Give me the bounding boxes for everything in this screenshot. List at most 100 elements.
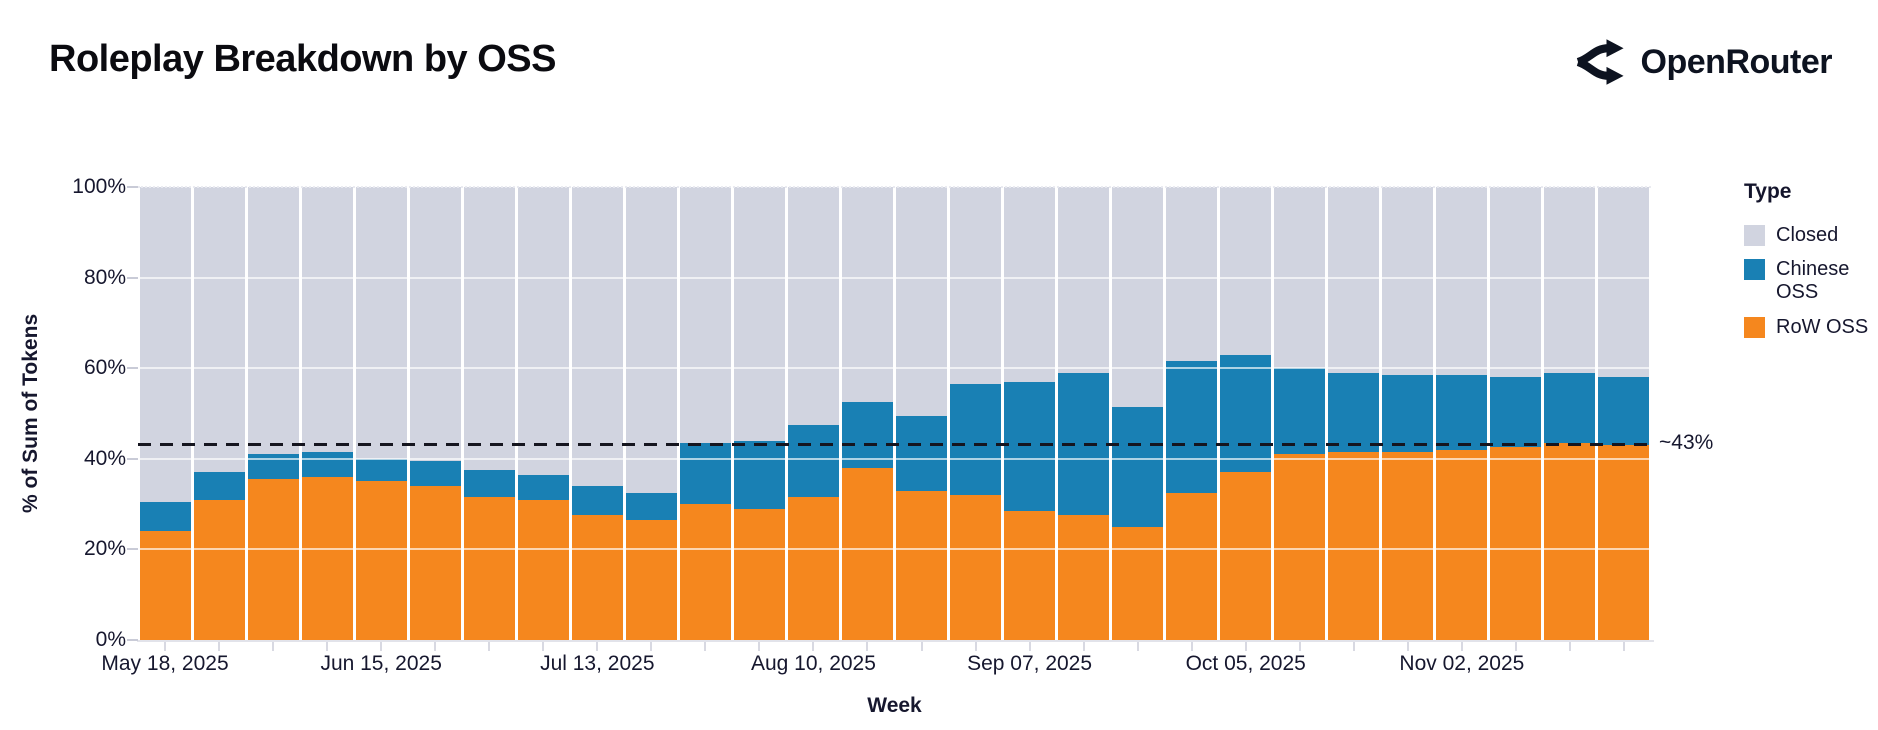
bar-segment-row-oss [1220, 472, 1272, 640]
y-tick-label: 80% [83, 265, 126, 289]
x-tick-label: May 18, 2025 [101, 652, 229, 675]
x-axis-line [137, 640, 1654, 642]
openrouter-logo-icon [1576, 39, 1624, 85]
bar-week [894, 187, 948, 640]
bar-segment-row-oss [841, 467, 893, 640]
bar-week [1003, 187, 1057, 640]
bar-segment-chinese-oss [355, 458, 407, 482]
y-tickmark-60 [127, 367, 138, 370]
x-tickmark [272, 642, 275, 651]
bar-segment-chinese-oss [1598, 377, 1650, 446]
bar-segment-row-oss [247, 479, 299, 640]
bar-segment-chinese-oss [517, 474, 569, 500]
bar-week [1165, 187, 1219, 640]
bar-segment-row-oss [355, 481, 407, 640]
bar-week [1435, 187, 1489, 640]
bar-week [354, 187, 408, 640]
x-tickmark [1244, 642, 1247, 651]
x-tickmark [1622, 642, 1625, 651]
plot-area [127, 186, 1651, 641]
x-tickmark [1298, 642, 1301, 651]
x-tick-label: Oct 05, 2025 [1185, 652, 1306, 675]
bar-segment-closed [355, 187, 407, 459]
bar-week [516, 187, 570, 640]
bar-segment-row-oss [625, 519, 677, 640]
bar-segment-closed [841, 187, 893, 403]
bar-segment-closed [787, 187, 839, 425]
bar-segment-closed [895, 187, 947, 416]
brand-name: OpenRouter [1640, 42, 1833, 81]
bar-segment-chinese-oss [1004, 381, 1056, 511]
bar-week [732, 187, 786, 640]
legend-title: Type [1744, 180, 1792, 203]
x-tickmark [1190, 642, 1193, 651]
x-tickmark [758, 642, 761, 651]
legend-item-closed: Closed [1744, 224, 1874, 247]
reference-line [138, 443, 1651, 447]
bar-week [138, 187, 192, 640]
bar-segment-closed [1436, 187, 1488, 376]
bar-segment-chinese-oss [1544, 372, 1596, 443]
bar-segment-row-oss [1112, 526, 1164, 640]
x-tickmark [1568, 642, 1571, 651]
bar-segment-chinese-oss [301, 452, 353, 477]
x-tickmark [704, 642, 707, 651]
bar-segment-closed [139, 187, 191, 502]
bar-segment-chinese-oss [193, 472, 245, 500]
bar-segment-chinese-oss [733, 440, 785, 509]
legend-item-chinese-oss: Chinese OSS [1744, 258, 1874, 304]
x-tickmark [1406, 642, 1409, 651]
y-tickmark-0 [127, 639, 138, 641]
legend-label: RoW OSS [1776, 315, 1869, 338]
x-tick-label: Aug 10, 2025 [750, 652, 876, 675]
bar-segment-chinese-oss [949, 384, 1001, 496]
bar-week [1489, 187, 1543, 640]
bar-segment-closed [1490, 187, 1542, 378]
x-tickmark [542, 642, 545, 651]
y-tick-label: 100% [72, 175, 126, 198]
bar-segment-row-oss [1598, 445, 1650, 640]
x-tickmark [434, 642, 437, 651]
gridline-40 [138, 457, 1651, 460]
bar-week [678, 187, 732, 640]
bar-segment-closed [625, 187, 677, 493]
bar-segment-chinese-oss [679, 442, 731, 505]
bar-segment-closed [1544, 187, 1596, 373]
bar-week [570, 187, 624, 640]
legend-label: Closed [1776, 224, 1839, 246]
bar-segment-closed [1328, 187, 1380, 373]
bar-week [840, 187, 894, 640]
x-tickmark [326, 642, 329, 651]
bar-segment-closed [1220, 187, 1272, 355]
bar-week [246, 187, 300, 640]
y-tickmark-40 [127, 457, 138, 460]
y-tick-label: 20% [83, 537, 126, 561]
y-tick-label: 40% [83, 446, 126, 470]
bar-segment-chinese-oss [1166, 361, 1218, 493]
bar-segment-chinese-oss [463, 470, 515, 498]
x-tickmark [164, 642, 167, 651]
bar-segment-chinese-oss [625, 492, 677, 520]
y-axis-labels: 0% 20% 40% 60% 80% 100% [0, 175, 126, 651]
bar-segment-row-oss [1328, 452, 1380, 640]
x-tickmark [920, 642, 923, 651]
bar-week [408, 187, 462, 640]
y-tickmark-100 [127, 186, 138, 188]
plot-top-gridline [138, 186, 1651, 188]
bar-segment-chinese-oss [1490, 377, 1542, 448]
bar-week [300, 187, 354, 640]
x-tick-label: Nov 02, 2025 [1399, 652, 1525, 675]
legend: Type Closed Chinese OSS RoW OSS [1744, 180, 1874, 350]
bar-segment-row-oss [1544, 442, 1596, 640]
bar-week [1381, 187, 1435, 640]
bar-segment-closed [949, 187, 1001, 385]
legend-label: Chinese OSS [1776, 258, 1850, 304]
bar-segment-closed [193, 187, 245, 473]
y-tickmark-20 [127, 548, 138, 551]
bar-segment-row-oss [301, 476, 353, 640]
page-title: Roleplay Breakdown by OSS [49, 38, 556, 80]
y-tick-label: 60% [83, 356, 126, 380]
bar-week [1543, 187, 1597, 640]
legend-swatch [1744, 259, 1765, 281]
